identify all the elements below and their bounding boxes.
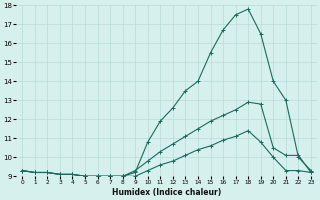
X-axis label: Humidex (Indice chaleur): Humidex (Indice chaleur) [112, 188, 221, 197]
